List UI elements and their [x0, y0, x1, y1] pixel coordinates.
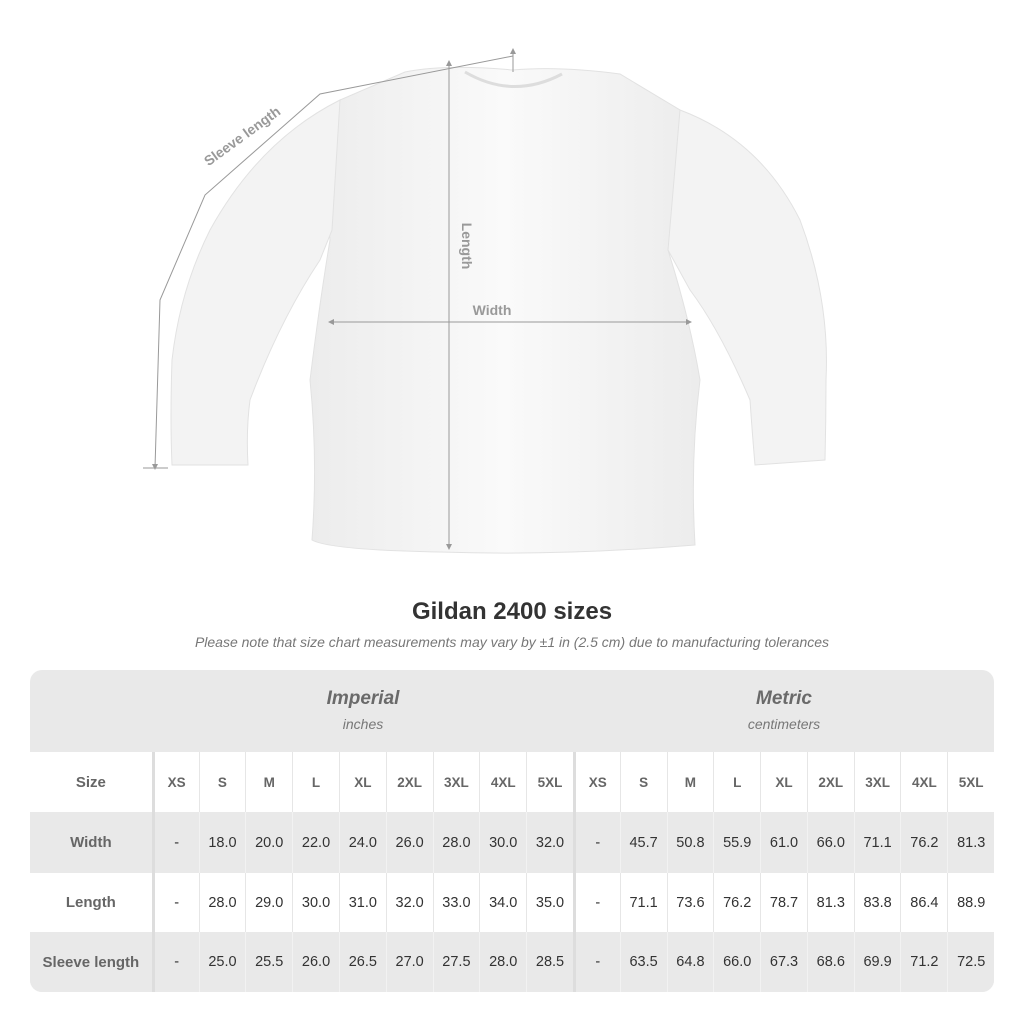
- chart-title: Gildan 2400 sizes: [411, 598, 613, 625]
- imperial-unit: inches: [342, 716, 384, 732]
- table-cell: 72.5: [947, 932, 994, 992]
- length-label: Length: [459, 223, 475, 270]
- imperial-heading: Imperial: [326, 688, 400, 709]
- table-cell: 25.5: [245, 932, 292, 992]
- table-cell: 71.1: [619, 873, 667, 932]
- table-row: Length -28.0 29.0 30.0 31.0 32.0 33.0 34.0 35.0-…: [30, 873, 994, 932]
- table-cell: 28.5: [526, 932, 573, 992]
- table-cell: 83.8: [853, 873, 901, 932]
- table-cell: -: [151, 932, 199, 992]
- left-sleeve: [170, 99, 341, 466]
- table-cell: 66.0: [806, 812, 854, 873]
- table-cell: 22.0: [292, 812, 339, 873]
- table-cell: 3XL: [432, 752, 480, 812]
- table-cell: 81.3: [806, 873, 854, 932]
- table-cell: 20.0: [245, 812, 292, 873]
- table-row: Width -18.0 20.0 22.0 24.0 26.0 28.0 30.0 32.0-4…: [30, 812, 994, 873]
- table-cell: 33.0: [432, 873, 480, 932]
- imperial-header: Imperial inches: [152, 670, 574, 752]
- table-cell: XL: [760, 752, 807, 812]
- table-cell: 4XL: [900, 752, 947, 812]
- row-label: Width: [70, 834, 112, 851]
- table-cell: 25.0: [198, 932, 246, 992]
- row-label: Length: [65, 894, 116, 911]
- table-cell: 26.0: [292, 932, 339, 992]
- table-cell: 35.0: [526, 873, 573, 932]
- table-cell: 86.4: [900, 873, 947, 932]
- table-cell: 81.3: [947, 812, 994, 873]
- table-cell: -: [151, 873, 199, 932]
- table-cell: 28.0: [198, 873, 246, 932]
- table-cell: 69.9: [853, 932, 901, 992]
- size-header-row: Size XS S M L XL 2XL 3XL 4XL 5XL XS S M L XL 2XL 3XL 4XL 5…: [30, 752, 994, 812]
- table-cell: L: [292, 752, 339, 812]
- table-cell: 24.0: [338, 812, 386, 873]
- table-cell: 2XL: [385, 752, 433, 812]
- table-cell: -: [151, 812, 199, 873]
- right-sleeve: [667, 109, 827, 466]
- table-cell: M: [245, 752, 292, 812]
- table-cell: 30.0: [292, 873, 339, 932]
- metric-header: Metric centimeters: [574, 670, 994, 752]
- table-cell: 28.0: [479, 932, 526, 992]
- table-cell: 18.0: [198, 812, 246, 873]
- table-cell: 4XL: [479, 752, 526, 812]
- table-cell: 5XL: [947, 752, 994, 812]
- table-cell: S: [198, 752, 246, 812]
- table-cell: 71.1: [853, 812, 901, 873]
- table-cell: 50.8: [666, 812, 714, 873]
- table-cell: 67.3: [760, 932, 807, 992]
- metric-unit: centimeters: [747, 716, 821, 732]
- shirt-diagram: Sleeve length Length Width: [143, 48, 827, 554]
- size-table: Imperial inches Metric centimeters Size X…: [30, 670, 994, 992]
- table-cell: 27.5: [432, 932, 480, 992]
- table-cell: 34.0: [479, 873, 526, 932]
- table-cell: S: [619, 752, 667, 812]
- width-label: Width: [473, 302, 512, 318]
- table-row: Sleeve length -25.0 25.5 26.0 26.5 27.0 27.5 28…: [30, 932, 994, 992]
- table-cell: XL: [338, 752, 386, 812]
- table-cell: 32.0: [385, 873, 433, 932]
- table-cell: 29.0: [245, 873, 292, 932]
- table-cell: M: [666, 752, 714, 812]
- table-cell: 26.0: [385, 812, 433, 873]
- table-cell: 55.9: [713, 812, 760, 873]
- collar: [464, 70, 563, 88]
- table-cell: -: [572, 932, 620, 992]
- table-cell: 28.0: [432, 812, 480, 873]
- table-cell: 31.0: [338, 873, 386, 932]
- table-cell: 45.7: [619, 812, 667, 873]
- table-cell: 30.0: [479, 812, 526, 873]
- table-cell: 32.0: [526, 812, 573, 873]
- shirt-body: [309, 66, 701, 554]
- table-cell: 63.5: [619, 932, 667, 992]
- table-cell: L: [713, 752, 760, 812]
- row-label: Size: [75, 773, 106, 791]
- table-cell: 76.2: [713, 873, 760, 932]
- table-cell: 2XL: [806, 752, 854, 812]
- table-cell: 66.0: [713, 932, 760, 992]
- table-cell: 26.5: [338, 932, 386, 992]
- table-cell: 27.0: [385, 932, 433, 992]
- table-cell: 61.0: [760, 812, 807, 873]
- table-cell: XS: [572, 752, 620, 812]
- table-cell: -: [572, 812, 620, 873]
- table-cell: 3XL: [853, 752, 901, 812]
- table-cell: 73.6: [666, 873, 714, 932]
- table-cell: 64.8: [666, 932, 714, 992]
- row-label: Sleeve length: [42, 953, 140, 971]
- table-cell: 68.6: [806, 932, 854, 992]
- table-cell: 78.7: [760, 873, 807, 932]
- table-cell: 88.9: [947, 873, 994, 932]
- table-cell: XS: [151, 752, 199, 812]
- table-cell: 71.2: [900, 932, 947, 992]
- table-cell: 76.2: [900, 812, 947, 873]
- table-cell: -: [572, 873, 620, 932]
- tolerance-note: Please note that size chart measurements…: [194, 634, 830, 650]
- table-cell: 5XL: [526, 752, 573, 812]
- metric-heading: Metric: [756, 688, 812, 709]
